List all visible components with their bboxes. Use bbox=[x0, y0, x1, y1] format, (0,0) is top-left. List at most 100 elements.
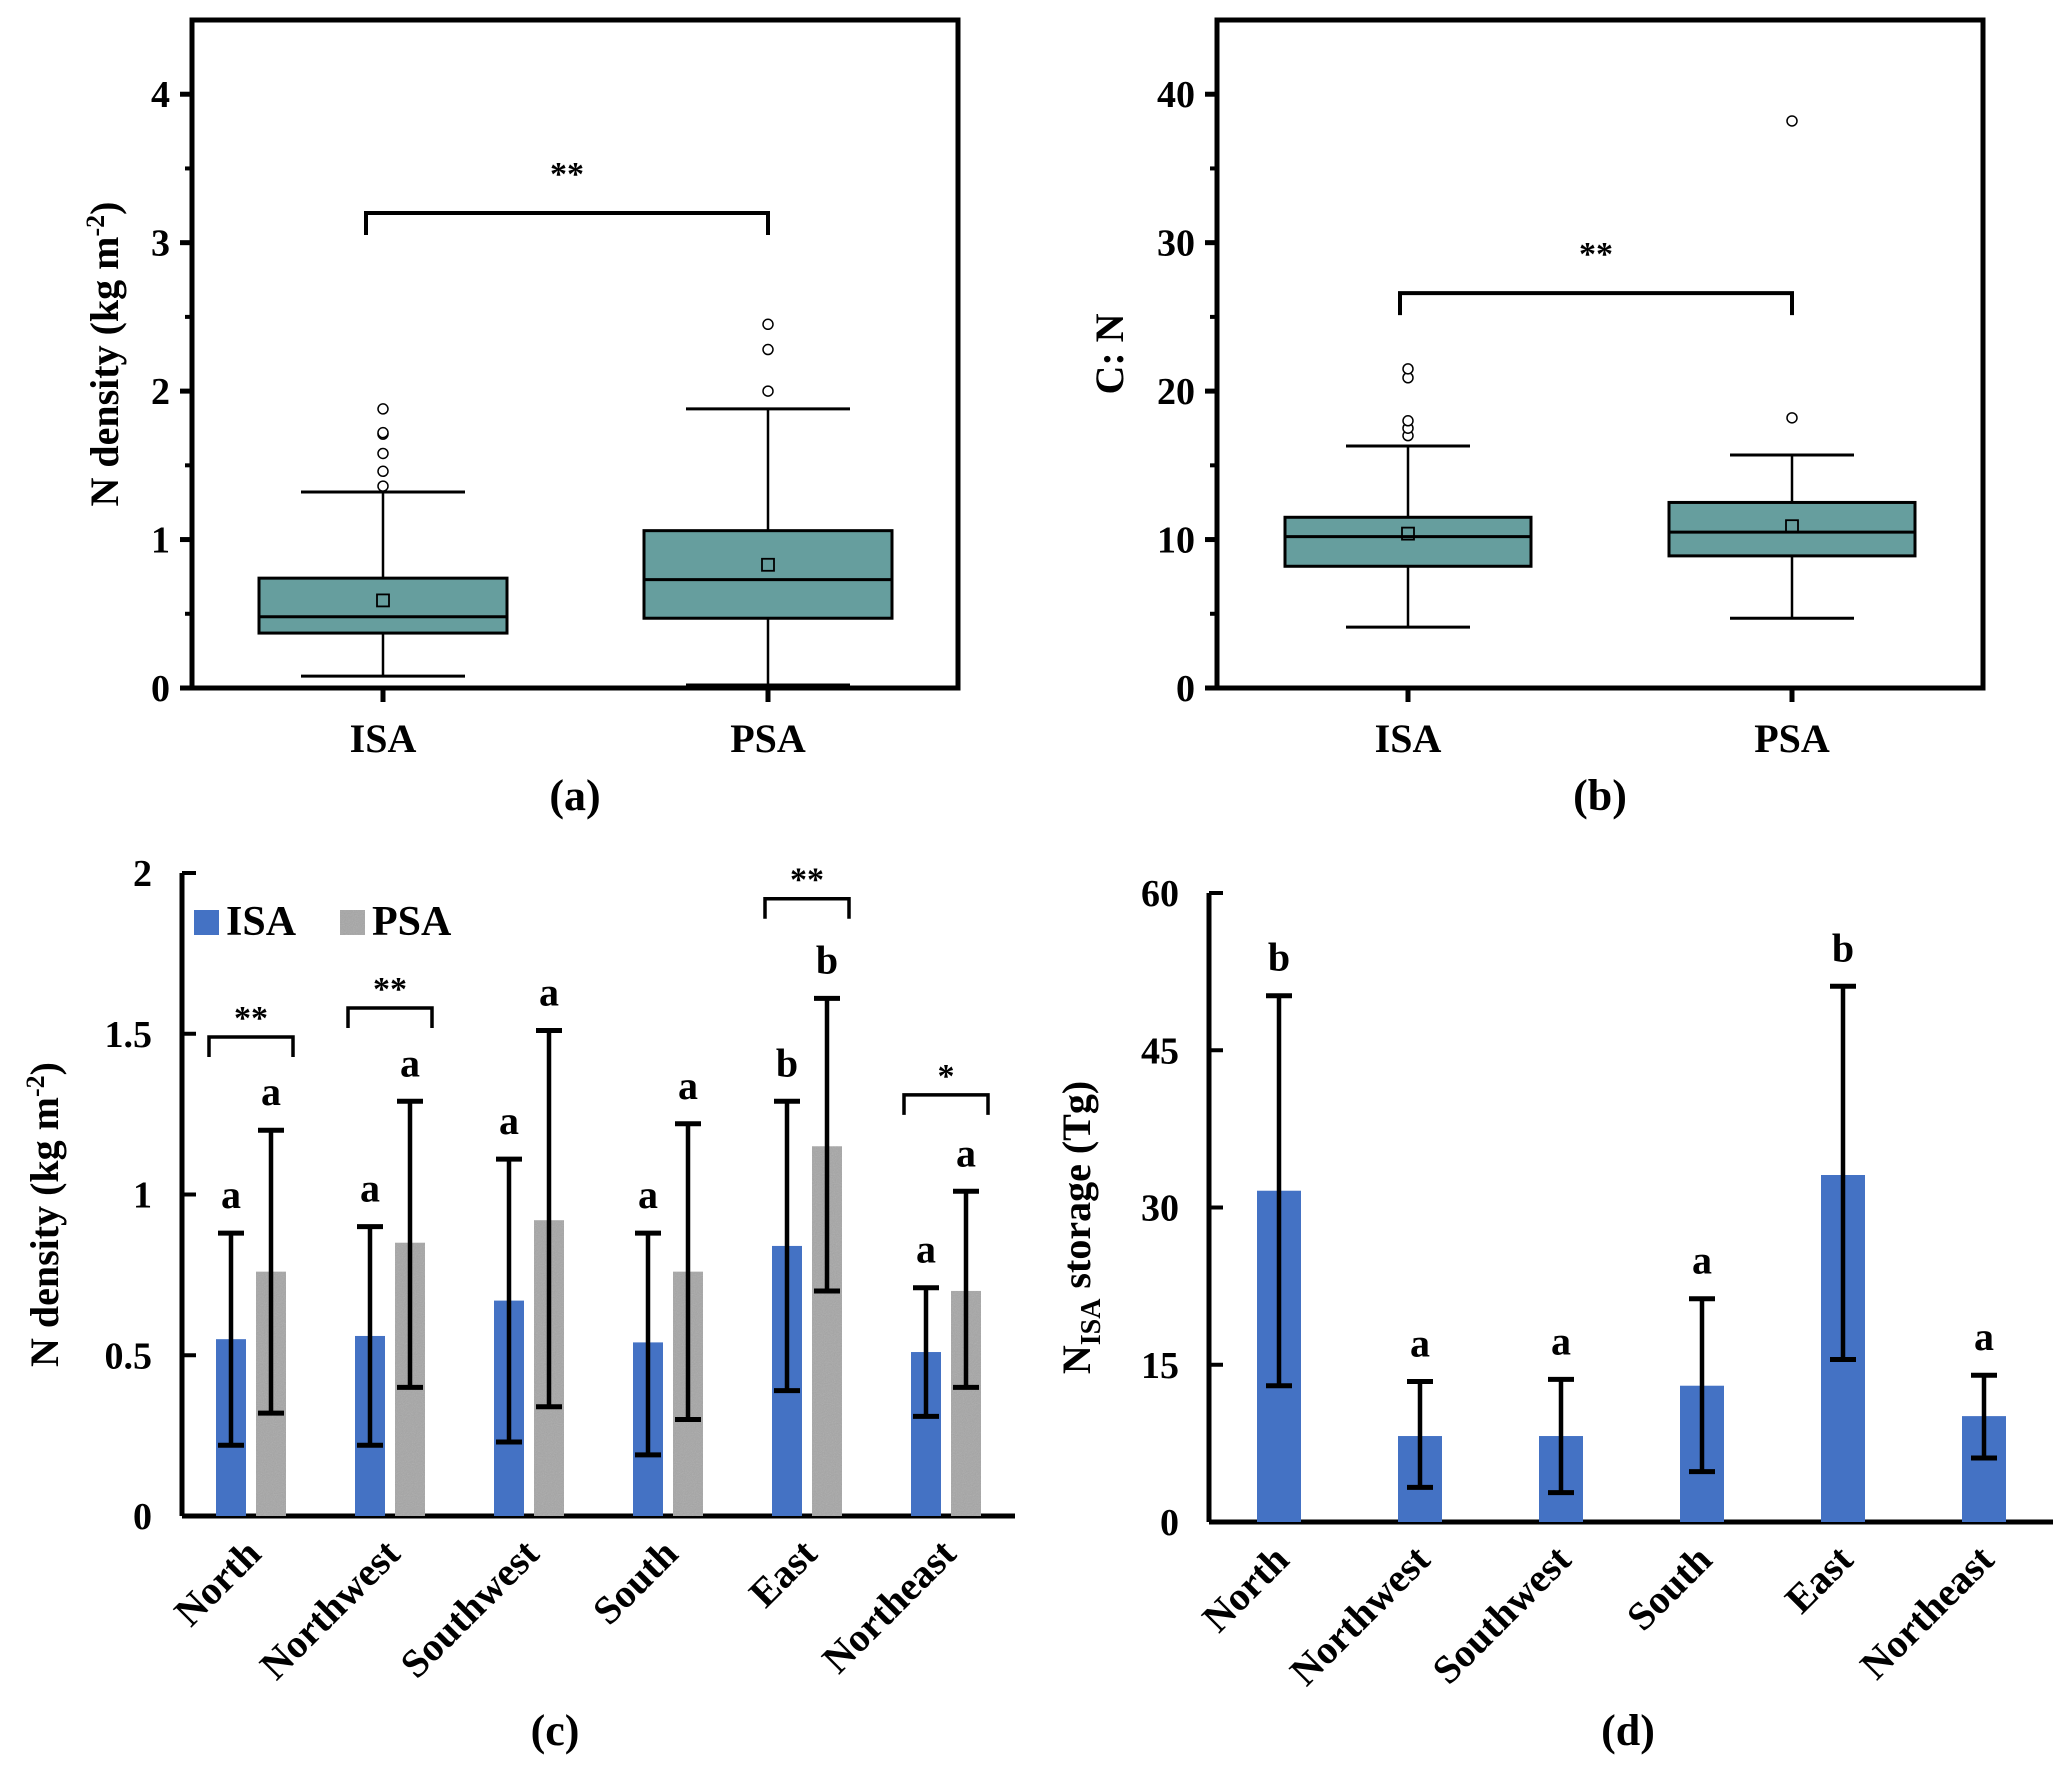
x-tick-label: Northeast bbox=[813, 1530, 965, 1682]
category-group-southwest: a bbox=[1539, 1318, 1583, 1522]
iqr-box bbox=[642, 529, 894, 620]
y-axis-title: NISA storage (Tg) bbox=[1054, 1081, 1107, 1374]
y-tick-label: 4 bbox=[151, 74, 170, 116]
plot-frame bbox=[189, 17, 961, 691]
y-axis-title: N density (kg m-2) bbox=[81, 201, 127, 506]
x-tick-label: North bbox=[1193, 1537, 1297, 1641]
category-group-northwest: a bbox=[1398, 1321, 1442, 1522]
legend-swatch-isa bbox=[194, 910, 219, 935]
panel-label: (b) bbox=[1573, 771, 1627, 820]
significance-letter: a bbox=[916, 1227, 936, 1272]
x-tick-label: South bbox=[584, 1531, 687, 1634]
significance-label: ** bbox=[373, 971, 407, 1008]
legend-swatch-psa bbox=[340, 910, 365, 935]
significance-letter: a bbox=[678, 1063, 698, 1108]
x-tick-label: Southwest bbox=[391, 1530, 547, 1686]
y-tick-label: 0.5 bbox=[105, 1335, 153, 1377]
significance-letter: a bbox=[1974, 1314, 1994, 1359]
category-group-northeast: a bbox=[1962, 1314, 2006, 1522]
x-tick-label: PSA bbox=[730, 716, 806, 761]
mean-marker bbox=[376, 593, 390, 608]
category-group-northeast: aa bbox=[911, 1130, 981, 1516]
outlier-point bbox=[1786, 412, 1798, 424]
box-isa bbox=[1283, 363, 1533, 629]
x-tick-label: North bbox=[165, 1531, 269, 1635]
legend: ISA PSA bbox=[194, 899, 452, 945]
outlier-point bbox=[762, 343, 774, 356]
significance-label: ** bbox=[790, 862, 824, 899]
panel-b-box-plot: 0 10 20 30 40 ISA PSA ** C: N (b) bbox=[1087, 17, 1986, 820]
significance-letter: a bbox=[261, 1069, 281, 1114]
y-tick-label: 3 bbox=[151, 223, 170, 265]
significance-letter: a bbox=[1551, 1318, 1571, 1363]
y-tick-label: 45 bbox=[1141, 1030, 1179, 1072]
significance-letter: b bbox=[1832, 925, 1854, 970]
category-group-northwest: aa bbox=[355, 1040, 425, 1516]
panel-label: (a) bbox=[549, 771, 600, 820]
y-tick-label: 0 bbox=[1176, 668, 1195, 710]
outlier-point bbox=[377, 403, 389, 415]
x-tick-label: Northwest bbox=[1281, 1536, 1439, 1694]
mean-marker bbox=[1785, 519, 1799, 534]
y-tick-label: 0 bbox=[1160, 1502, 1179, 1544]
significance-letter: b bbox=[816, 937, 838, 982]
significance-bracket bbox=[364, 210, 770, 235]
significance-letter: b bbox=[1268, 935, 1290, 980]
significance-bracket bbox=[346, 1006, 434, 1029]
y-tick-label: 30 bbox=[1141, 1188, 1179, 1230]
y-tick-label: 10 bbox=[1157, 520, 1195, 562]
significance-letter: a bbox=[956, 1130, 976, 1175]
significance-letter: a bbox=[638, 1172, 658, 1217]
significance-letter: a bbox=[360, 1166, 380, 1211]
x-tick-label: Northeast bbox=[1851, 1536, 2003, 1688]
panel-a-box-plot: 0 1 2 3 4 ISA PSA ** N density (kg m-2) (a) bbox=[81, 17, 961, 820]
significance-label: ** bbox=[1579, 236, 1613, 273]
significance-letter: a bbox=[539, 970, 559, 1015]
y-tick-label: 0 bbox=[133, 1496, 152, 1538]
significance-bracket bbox=[207, 1035, 295, 1057]
significance-letter: b bbox=[776, 1040, 798, 1085]
iqr-box bbox=[1283, 515, 1533, 568]
outlier-point bbox=[377, 465, 389, 478]
plot-frame bbox=[1214, 17, 1986, 691]
category-group-south: aa bbox=[633, 1063, 703, 1516]
legend-label-isa: ISA bbox=[226, 899, 297, 945]
panel-c-bar-chart: 00.511.52aaNorthaaNorthwestaaSouthwestaa… bbox=[21, 853, 1015, 1755]
y-tick-label: 2 bbox=[133, 853, 152, 895]
significance-letter: a bbox=[1410, 1321, 1430, 1366]
legend-label-psa: PSA bbox=[372, 899, 452, 945]
outlier-point bbox=[377, 480, 389, 492]
significance-bracket bbox=[1398, 291, 1794, 316]
y-tick-label: 60 bbox=[1141, 873, 1179, 915]
significance-letter: a bbox=[221, 1172, 241, 1217]
box-psa bbox=[1667, 115, 1917, 620]
significance-label: ** bbox=[234, 1000, 268, 1037]
y-tick-label: 0 bbox=[151, 668, 170, 710]
outlier-point bbox=[377, 426, 389, 439]
x-tick-label: ISA bbox=[350, 716, 417, 761]
panel-label: (c) bbox=[531, 1706, 580, 1755]
outlier-point bbox=[1402, 415, 1414, 427]
outlier-point bbox=[1402, 363, 1414, 375]
significance-letter: a bbox=[499, 1098, 519, 1143]
significance-letter: a bbox=[1692, 1238, 1712, 1283]
y-axis-title: N density (kg m-2) bbox=[21, 1062, 67, 1367]
outlier-point bbox=[762, 318, 774, 331]
x-tick-label: South bbox=[1618, 1537, 1721, 1640]
category-group-east: b bbox=[1821, 925, 1865, 1522]
x-tick-label: Northwest bbox=[251, 1530, 409, 1688]
x-tick-label: Southwest bbox=[1423, 1536, 1579, 1692]
x-tick-label: PSA bbox=[1754, 716, 1830, 761]
category-group-north: b bbox=[1257, 935, 1301, 1522]
x-tick-label: ISA bbox=[1375, 716, 1442, 761]
outlier-point bbox=[1786, 115, 1798, 127]
panel-label: (d) bbox=[1601, 1706, 1655, 1755]
box-isa bbox=[257, 403, 509, 678]
y-tick-label: 40 bbox=[1157, 74, 1195, 116]
y-axis-title: C: N bbox=[1087, 313, 1132, 394]
y-tick-label: 1 bbox=[133, 1175, 152, 1217]
y-tick-label: 1 bbox=[151, 520, 170, 562]
significance-bracket bbox=[763, 896, 851, 919]
y-tick-label: 1.5 bbox=[105, 1014, 153, 1056]
